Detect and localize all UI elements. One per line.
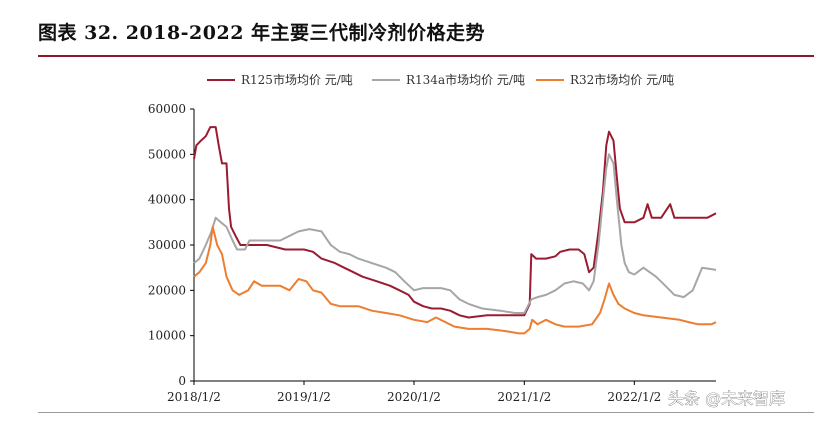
y-tick-label: 50000 — [148, 147, 186, 161]
figure-title: 图表 32. 2018-2022 年主要三代制冷剂价格走势 — [38, 22, 486, 44]
y-tick-label: 40000 — [148, 193, 186, 207]
chart-axes: 0 10000 20000 30000 40000 50000 60000 2018/1/2 2… — [148, 102, 716, 404]
series-line-0 — [193, 126, 717, 319]
series-line-2 — [193, 225, 717, 335]
x-tick-label: 2019/1/2 — [277, 390, 331, 404]
y-tick-label: 30000 — [148, 238, 186, 252]
y-tick-label: 20000 — [148, 283, 186, 297]
legend-label-2: R32市场均价 元/吨 — [570, 72, 674, 87]
y-tick-label: 60000 — [148, 102, 186, 116]
x-tick-label: 2018/1/2 — [167, 390, 221, 404]
x-tick-label: 2022/1/2 — [607, 390, 661, 404]
series-line-1 — [193, 153, 717, 314]
chart-legend: R125市场均价 元/吨 R134a市场均价 元/吨 R32市场均价 元/吨 — [207, 72, 674, 87]
watermark-text: 头条 @未来智库 — [668, 389, 785, 408]
legend-label-0: R125市场均价 元/吨 — [241, 72, 353, 87]
watermark: 头条 @未来智库 — [668, 389, 786, 409]
y-tick-label: 0 — [178, 374, 186, 388]
legend-label-1: R134a市场均价 元/吨 — [406, 72, 525, 87]
bottom-rule — [38, 412, 814, 413]
title-rule — [38, 55, 814, 57]
chart-series — [193, 126, 717, 335]
y-tick-label: 10000 — [148, 329, 186, 343]
x-tick-label: 2021/1/2 — [497, 390, 551, 404]
x-tick-label: 2020/1/2 — [387, 390, 441, 404]
